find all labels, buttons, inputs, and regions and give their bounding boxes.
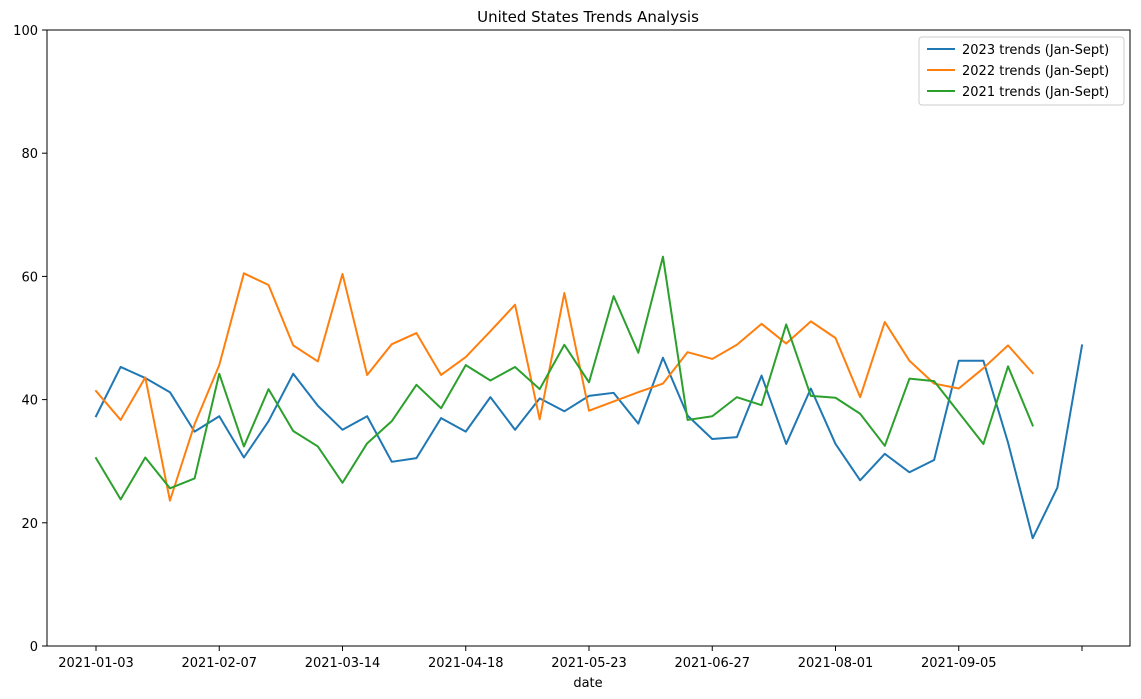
x-tick-label-0: 2021-01-03 xyxy=(58,656,134,671)
legend: 2023 trends (Jan-Sept) 2022 trends (Jan-S… xyxy=(918,36,1125,106)
series-layer xyxy=(94,255,1084,540)
y-tick-label-0: 0 xyxy=(30,640,38,655)
x-tick-label-4: 2021-05-23 xyxy=(551,656,627,671)
y-tick-label-1: 20 xyxy=(21,517,38,532)
x-tick-label-7: 2021-09-05 xyxy=(921,656,997,671)
legend-label-1: 2023 trends (Jan-Sept) xyxy=(962,43,1109,58)
y-tick-label-3: 60 xyxy=(21,270,38,285)
x-tick-label-2: 2021-03-14 xyxy=(305,656,381,671)
x-tick-label-5: 2021-06-27 xyxy=(674,656,750,671)
y-tick-label-2: 40 xyxy=(21,394,38,409)
x-tick-label-1: 2021-02-07 xyxy=(181,656,257,671)
chart-title: United States Trends Analysis xyxy=(477,8,699,26)
legend-label-3: 2021 trends (Jan-Sept) xyxy=(962,85,1109,100)
y-tick-label-5: 100 xyxy=(13,24,38,39)
x-axis-label: date xyxy=(573,676,602,691)
series-line-2 xyxy=(94,272,1035,502)
y-tick-label-4: 80 xyxy=(21,147,38,162)
series-line-3 xyxy=(94,255,1035,501)
axes-layer: 0 20 40 60 80 100 2021-01-03 2021-02-07 2021-03-… xyxy=(13,24,1131,671)
series-line-1 xyxy=(94,344,1084,540)
legend-label-2: 2022 trends (Jan-Sept) xyxy=(962,64,1109,79)
x-tick-label-6: 2021-08-01 xyxy=(798,656,874,671)
x-tick-label-3: 2021-04-18 xyxy=(428,656,504,671)
legend-box xyxy=(918,36,1125,106)
